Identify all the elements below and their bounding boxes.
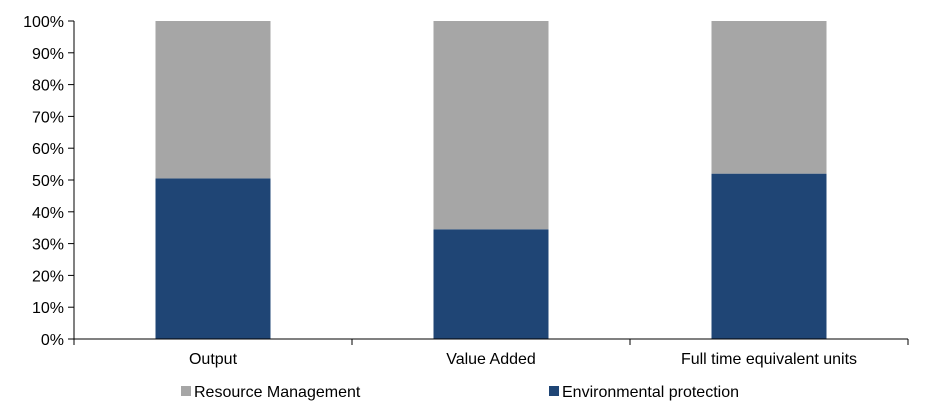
x-tick-label: Output (189, 351, 238, 368)
y-tick-label: 40% (32, 205, 64, 222)
legend-swatch (181, 386, 191, 396)
x-tick-label: Value Added (446, 351, 536, 368)
bars (155, 21, 827, 339)
x-tick-label: Full time equivalent units (681, 351, 857, 368)
legend-label: Resource Management (194, 384, 361, 401)
y-tick-label: 90% (32, 46, 64, 63)
bar-resource-management-full-time-equivalent-units (711, 21, 827, 174)
x-axis: Output Value Added Full time equivalent un… (73, 338, 909, 368)
y-tick-label: 50% (32, 173, 64, 190)
y-tick-label: 70% (32, 109, 64, 126)
legend-label: Environmental protection (562, 384, 739, 401)
y-tick-label: 10% (32, 300, 64, 317)
y-tick-label: 100% (23, 14, 64, 31)
bar-environmental-protection-value-added (433, 229, 549, 339)
y-tick-label: 80% (32, 78, 64, 95)
legend: Resource Management Environmental protect… (181, 384, 739, 401)
bar-environmental-protection-output (155, 178, 271, 339)
bar-environmental-protection-full-time-equivalent-units (711, 173, 827, 339)
y-tick-label: 0% (41, 332, 64, 349)
bar-resource-management-value-added (433, 21, 549, 230)
bar-resource-management-output (155, 21, 271, 179)
y-tick-label: 60% (32, 141, 64, 158)
y-axis: 0% 10% 20% 30% 40% 50% 60% 70% 80% 90% 100% (23, 14, 75, 349)
y-tick-label: 20% (32, 268, 64, 285)
legend-swatch (549, 386, 559, 396)
y-tick-label: 30% (32, 237, 64, 254)
